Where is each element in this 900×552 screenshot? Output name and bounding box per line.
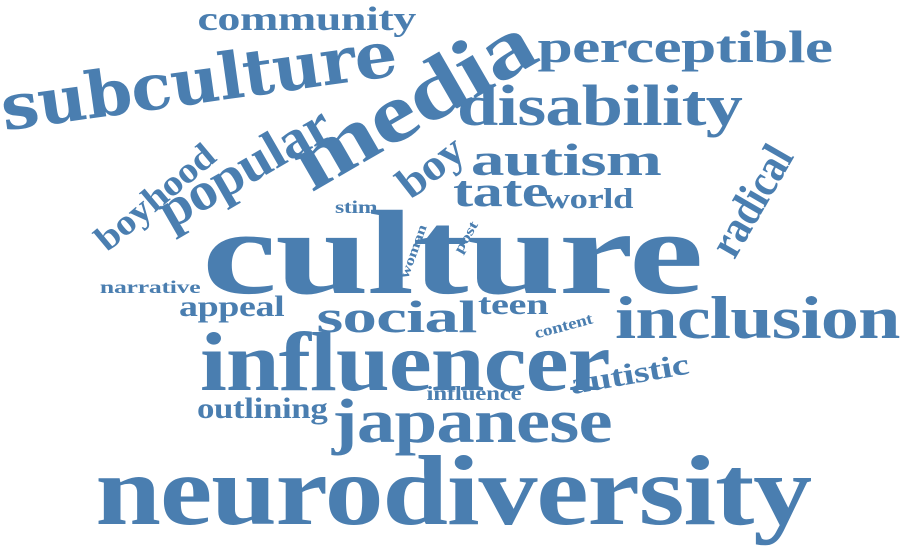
- word-tate: tate: [452, 167, 548, 216]
- word-autism: autism: [470, 134, 662, 185]
- word-teen: teen: [477, 288, 549, 321]
- word-narrative: narrative: [99, 277, 201, 297]
- word-neurodiversity: neurodiversity: [95, 435, 812, 546]
- word-inclusion: inclusion: [614, 285, 900, 351]
- word-social: social: [315, 291, 477, 342]
- word-stim: stim: [334, 197, 378, 217]
- word-outlining: outlining: [196, 392, 328, 425]
- word-world: world: [543, 184, 633, 215]
- word-community: community: [196, 1, 416, 38]
- word-radical: radical: [698, 136, 803, 266]
- word-disability: disability: [456, 73, 742, 138]
- word-culture: culture: [202, 186, 704, 319]
- word-influencer: influencer: [199, 316, 611, 409]
- word-perceptible: perceptible: [537, 21, 833, 72]
- word-appeal: appeal: [178, 290, 284, 323]
- word-influence: influence: [426, 383, 522, 405]
- word-japanese: japanese: [332, 388, 613, 456]
